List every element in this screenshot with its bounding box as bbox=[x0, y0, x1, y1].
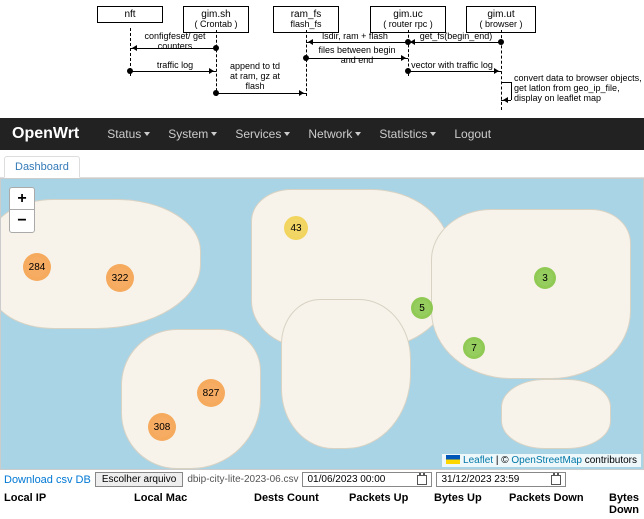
map-cluster[interactable]: 308 bbox=[148, 413, 176, 441]
sequence-diagram: nft gim.sh( Crontab ) ram_fsflash_fs gim… bbox=[0, 0, 644, 118]
date-to-input[interactable]: 31/12/2023 23:59 bbox=[436, 472, 566, 487]
diagram-label: configfeset/ get counters bbox=[138, 32, 212, 52]
main-navbar: OpenWrt Status System Services Network S… bbox=[0, 118, 644, 150]
chevron-down-icon bbox=[211, 132, 217, 139]
calendar-icon bbox=[417, 475, 427, 485]
col-bytes-up: Bytes Up bbox=[434, 492, 509, 516]
osm-link[interactable]: OpenStreetMap bbox=[511, 455, 582, 466]
controls-row: Download csv DB Escolher arquivo dbip-ci… bbox=[0, 470, 644, 489]
diagram-box-gimut: gim.ut( browser ) bbox=[466, 6, 536, 33]
diagram-label: vector with traffic log bbox=[404, 61, 500, 71]
diagram-label: get_fs(begin_end) bbox=[412, 32, 500, 42]
map-cluster[interactable]: 827 bbox=[197, 379, 225, 407]
diagram-label: convert data to browser objects, get lat… bbox=[514, 74, 644, 104]
nav-status[interactable]: Status bbox=[107, 127, 150, 141]
leaflet-link[interactable]: Leaflet bbox=[463, 455, 493, 466]
diagram-box-ramfs: ram_fsflash_fs bbox=[273, 6, 339, 33]
map-cluster[interactable]: 284 bbox=[23, 253, 51, 281]
nav-network[interactable]: Network bbox=[308, 127, 361, 141]
map-cluster[interactable]: 322 bbox=[106, 264, 134, 292]
choose-file-button[interactable]: Escolher arquivo bbox=[95, 472, 183, 487]
nav-statistics[interactable]: Statistics bbox=[379, 127, 436, 141]
map-attribution: Leaflet | © OpenStreetMap contributors bbox=[442, 454, 641, 467]
tab-dashboard[interactable]: Dashboard bbox=[4, 156, 80, 178]
tab-bar: Dashboard bbox=[0, 150, 644, 178]
col-packets-up: Packets Up bbox=[349, 492, 434, 516]
leaflet-map[interactable]: + − 284 322 43 827 308 5 7 3 Leaflet | © OpenSt… bbox=[0, 178, 644, 470]
diagram-box-nft: nft bbox=[97, 6, 163, 23]
ukraine-flag-icon bbox=[446, 455, 460, 464]
nav-system[interactable]: System bbox=[168, 127, 217, 141]
col-packets-down: Packets Down bbox=[509, 492, 609, 516]
diagram-label: append to td at ram, gz at flash bbox=[225, 62, 285, 92]
map-cluster[interactable]: 7 bbox=[463, 337, 485, 359]
diagram-label: files between begin and end bbox=[310, 46, 404, 66]
zoom-in-button[interactable]: + bbox=[10, 188, 34, 210]
chosen-file-name: dbip-city-lite-2023-06.csv bbox=[187, 474, 298, 485]
date-from-input[interactable]: 01/06/2023 00:00 bbox=[302, 472, 432, 487]
chevron-down-icon bbox=[355, 132, 361, 139]
map-cluster[interactable]: 3 bbox=[534, 267, 556, 289]
chevron-down-icon bbox=[284, 132, 290, 139]
diagram-box-gimuc: gim.uc( router rpc ) bbox=[370, 6, 446, 33]
col-bytes-down: Bytes Down bbox=[609, 492, 640, 516]
results-table-header: Local IP Local Mac Dests Count Packets U… bbox=[0, 489, 644, 519]
map-cluster[interactable]: 43 bbox=[284, 216, 308, 240]
col-local-mac: Local Mac bbox=[134, 492, 254, 516]
brand-logo[interactable]: OpenWrt bbox=[12, 125, 79, 143]
nav-services[interactable]: Services bbox=[235, 127, 290, 141]
diagram-label: lsdir, ram + flash bbox=[308, 32, 402, 42]
calendar-icon bbox=[551, 475, 561, 485]
map-cluster[interactable]: 5 bbox=[411, 297, 433, 319]
zoom-control: + − bbox=[9, 187, 35, 233]
download-csv-link[interactable]: Download csv DB bbox=[4, 474, 91, 486]
diagram-label: traffic log bbox=[145, 61, 205, 71]
col-dests-count: Dests Count bbox=[254, 492, 349, 516]
diagram-box-gimsh: gim.sh( Crontab ) bbox=[183, 6, 249, 33]
col-local-ip: Local IP bbox=[4, 492, 134, 516]
chevron-down-icon bbox=[430, 132, 436, 139]
zoom-out-button[interactable]: − bbox=[10, 210, 34, 232]
nav-logout[interactable]: Logout bbox=[454, 127, 491, 141]
chevron-down-icon bbox=[144, 132, 150, 139]
